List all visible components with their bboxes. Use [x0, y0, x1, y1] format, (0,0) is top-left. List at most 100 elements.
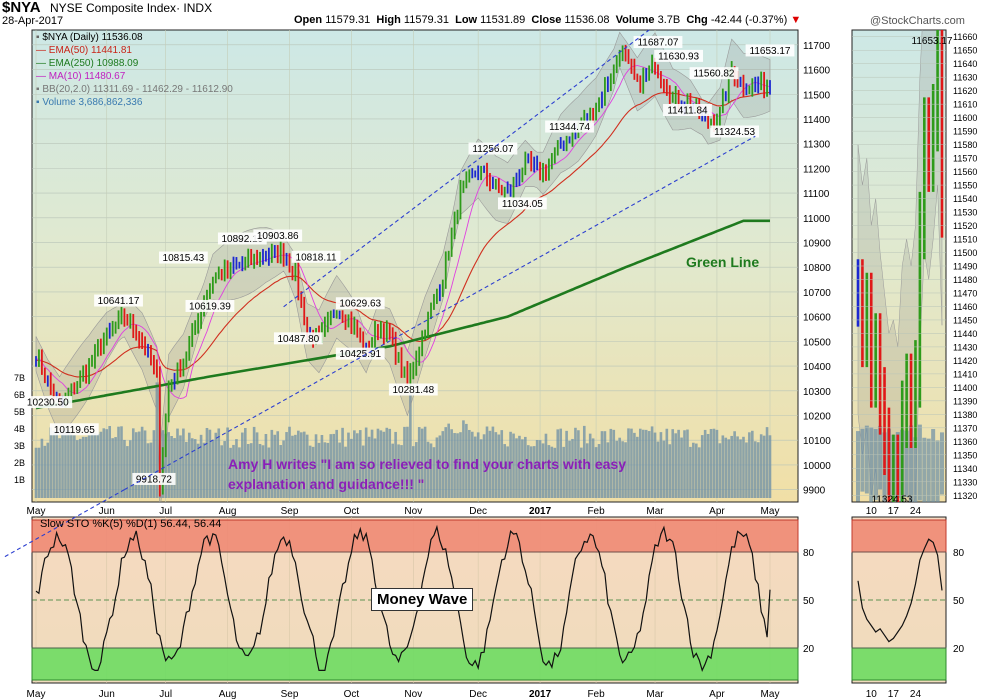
volume-bar — [134, 432, 138, 498]
volume-bar — [90, 431, 94, 498]
volume-bar — [64, 426, 67, 498]
legend-ema250: — EMA(250) 10988.09 — [36, 58, 139, 69]
zoom-tick-label: 11350 — [953, 450, 977, 460]
volume-bar — [659, 432, 663, 498]
volume-bar — [497, 434, 501, 498]
zoom-tick-label: 11600 — [953, 113, 977, 123]
price-label-bg — [497, 197, 547, 210]
volume-bar — [173, 438, 176, 498]
volume-tick-label: 7B — [14, 373, 25, 383]
volume-bar — [541, 443, 545, 498]
price-tick-label: 11400 — [803, 115, 831, 126]
volume-bar — [255, 432, 259, 498]
volume-bar — [674, 433, 677, 498]
zoom-sto-x-tick-label: 10 — [866, 689, 878, 700]
volume-bar — [715, 429, 719, 498]
sto-x-tick-label: May — [27, 689, 46, 700]
volume-bar — [114, 437, 117, 498]
volume-bar — [432, 447, 436, 498]
volume-bar — [621, 441, 624, 498]
volume-bar — [462, 420, 465, 498]
volume-bar — [126, 446, 129, 498]
x-tick-label: Jun — [99, 506, 115, 517]
price-label: 10641.17 — [98, 296, 140, 307]
volume-bar — [370, 429, 374, 498]
x-tick-label: May — [761, 506, 780, 517]
volume-bar — [367, 436, 371, 498]
volume-bar — [335, 429, 338, 498]
volume-bar — [624, 442, 627, 498]
volume-bar — [450, 429, 453, 498]
price-tick-label: 11500 — [803, 90, 831, 101]
volume-bar — [524, 436, 527, 498]
legend-volume: ▪ Volume 3,686,862,336 — [36, 97, 143, 108]
volume-bar — [329, 434, 333, 498]
zoom-tick-label: 11530 — [953, 208, 977, 218]
volume-bar — [347, 432, 350, 498]
volume-bar — [485, 426, 489, 498]
volume-bar — [226, 427, 229, 498]
volume-bar — [241, 432, 244, 498]
volume-bar — [361, 445, 365, 498]
volume-bar — [568, 440, 571, 498]
x-tick-label: 2017 — [529, 506, 552, 517]
volume-bar — [232, 444, 235, 498]
volume-bar — [479, 439, 483, 498]
volume-bar — [282, 440, 285, 498]
volume-bar — [179, 435, 182, 498]
volume-bar — [494, 432, 498, 498]
price-label: 10818.11 — [296, 252, 337, 263]
zoom-sto-x-tick-label: 24 — [910, 689, 922, 700]
volume-bar — [518, 435, 521, 498]
volume-bar — [297, 430, 300, 498]
volume-tick-label: 6B — [14, 390, 25, 400]
sto-x-tick-label: May — [761, 689, 780, 700]
price-label: 9918.72 — [136, 474, 173, 485]
volume-bar — [73, 435, 76, 498]
price-tick-label: 10700 — [803, 288, 831, 299]
price-label-bg — [633, 36, 683, 49]
legend-price: ▪ $NYA (Daily) 11536.08 — [36, 32, 143, 43]
volume-bar — [733, 431, 736, 498]
zoom-volume-bar — [864, 425, 869, 494]
zoom-tick-label: 11420 — [953, 356, 977, 366]
volume-bar — [521, 439, 524, 498]
volume-bar — [615, 440, 619, 498]
price-tick-label: 11700 — [803, 41, 831, 52]
zoom-tick-label: 11590 — [953, 127, 977, 137]
volume-bar — [612, 429, 616, 498]
volume-bar — [40, 438, 44, 498]
volume-bar — [585, 443, 589, 498]
volume-bar — [391, 443, 394, 498]
x-tick-label: May — [27, 506, 46, 517]
zoom-tick-label: 11520 — [953, 221, 977, 231]
zoom-volume-bar — [860, 428, 865, 492]
volume-bar — [476, 432, 480, 498]
volume-bar — [745, 442, 748, 498]
volume-bar — [470, 431, 474, 498]
price-label-bg — [689, 67, 739, 80]
price-label-bg — [273, 332, 323, 345]
volume-bar — [258, 443, 262, 498]
volume-bar — [453, 433, 456, 498]
quote-line-1: Amy H writes "I am so relieved to find y… — [228, 456, 626, 472]
volume-bar — [323, 442, 327, 498]
sto-x-tick-label: Aug — [219, 689, 237, 700]
volume-bar — [739, 439, 742, 498]
volume-bar — [412, 446, 415, 498]
zoom-volume-bar — [913, 437, 918, 502]
volume-bar — [320, 435, 324, 498]
volume-bar — [105, 429, 109, 498]
zoom-tick-label: 11430 — [953, 342, 977, 352]
green-line-label: Green Line — [686, 254, 760, 270]
volume-bar — [636, 436, 639, 498]
volume-bar — [482, 434, 486, 498]
price-tick-label: 10200 — [803, 412, 831, 423]
volume-bar — [52, 430, 55, 498]
x-tick-label: Sep — [281, 506, 299, 517]
volume-bar — [34, 447, 38, 498]
volume-bar — [444, 427, 448, 498]
volume-bar — [686, 429, 689, 498]
volume-bar — [341, 427, 344, 498]
volume-bar — [423, 426, 427, 498]
